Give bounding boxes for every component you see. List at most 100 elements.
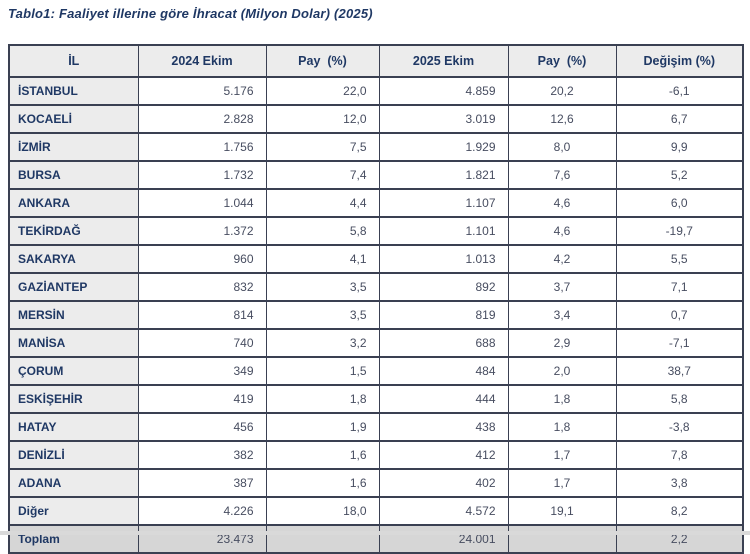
pay-2025-cell: 4,6 xyxy=(507,216,617,246)
change-cell: 7,1 xyxy=(615,272,744,302)
table-row: MERSİN 814 3,5 819 3,4 0,7 xyxy=(8,300,744,330)
pay-2025-cell: 1,8 xyxy=(507,412,617,442)
pay-2024-cell: 3,5 xyxy=(265,272,380,302)
value-2025-cell: 3.019 xyxy=(378,104,509,134)
change-cell: 5,8 xyxy=(615,384,744,414)
pay-2024-cell: 3,2 xyxy=(265,328,380,358)
pay-2025-cell: 4,2 xyxy=(507,244,617,274)
value-2025-cell: 892 xyxy=(378,272,509,302)
value-2024-cell: 456 xyxy=(137,412,267,442)
value-2024-cell: 814 xyxy=(137,300,267,330)
pay-2024-cell: 1,9 xyxy=(265,412,380,442)
province-cell: MANİSA xyxy=(8,328,139,358)
change-cell: -6,1 xyxy=(615,76,744,106)
change-cell: 3,8 xyxy=(615,468,744,498)
province-cell: Diğer xyxy=(8,496,139,526)
table-row: MANİSA 740 3,2 688 2,9 -7,1 xyxy=(8,328,744,358)
pay-2024-cell: 7,5 xyxy=(265,132,380,162)
column-header-2025-ekim: 2025 Ekim xyxy=(378,44,509,78)
value-2025-cell: 819 xyxy=(378,300,509,330)
value-2024-cell: 349 xyxy=(137,356,267,386)
table-row: ESKİŞEHİR 419 1,8 444 1,8 5,8 xyxy=(8,384,744,414)
value-2025-cell: 1.821 xyxy=(378,160,509,190)
value-2025-cell: 1.013 xyxy=(378,244,509,274)
change-cell: 9,9 xyxy=(615,132,744,162)
pay-2024-cell xyxy=(265,524,380,554)
value-2025-cell: 1.107 xyxy=(378,188,509,218)
pay-2024-cell: 1,8 xyxy=(265,384,380,414)
value-2025-cell: 4.859 xyxy=(378,76,509,106)
change-cell: 38,7 xyxy=(615,356,744,386)
table-row: SAKARYA 960 4,1 1.013 4,2 5,5 xyxy=(8,244,744,274)
pay-2024-cell: 1,5 xyxy=(265,356,380,386)
value-2025-cell: 484 xyxy=(378,356,509,386)
pay-2024-cell: 4,4 xyxy=(265,188,380,218)
table-row: Diğer 4.226 18,0 4.572 19,1 8,2 xyxy=(8,496,744,526)
province-cell: ÇORUM xyxy=(8,356,139,386)
table-row: HATAY 456 1,9 438 1,8 -3,8 xyxy=(8,412,744,442)
table-row: KOCAELİ 2.828 12,0 3.019 12,6 6,7 xyxy=(8,104,744,134)
value-2024-cell: 1.044 xyxy=(137,188,267,218)
pay-2025-cell: 2,9 xyxy=(507,328,617,358)
change-cell: 0,7 xyxy=(615,300,744,330)
table-row: GAZİANTEP 832 3,5 892 3,7 7,1 xyxy=(8,272,744,302)
province-cell: TEKİRDAĞ xyxy=(8,216,139,246)
pay-2025-cell: 1,7 xyxy=(507,468,617,498)
change-cell: 5,5 xyxy=(615,244,744,274)
province-cell: İSTANBUL xyxy=(8,76,139,106)
pay-2025-cell: 3,7 xyxy=(507,272,617,302)
total-row: Toplam 23.473 24.001 2,2 xyxy=(8,524,744,554)
change-cell: 8,2 xyxy=(615,496,744,526)
province-cell: MERSİN xyxy=(8,300,139,330)
value-2024-cell: 832 xyxy=(137,272,267,302)
pay-2024-cell: 1,6 xyxy=(265,468,380,498)
pay-2024-cell: 18,0 xyxy=(265,496,380,526)
value-2025-cell: 1.101 xyxy=(378,216,509,246)
pay-2025-cell: 4,6 xyxy=(507,188,617,218)
pay-2025-cell: 1,8 xyxy=(507,384,617,414)
pay-2025-cell: 2,0 xyxy=(507,356,617,386)
value-2024-cell: 419 xyxy=(137,384,267,414)
table-row: ADANA 387 1,6 402 1,7 3,8 xyxy=(8,468,744,498)
change-cell: 7,8 xyxy=(615,440,744,470)
value-2025-cell: 688 xyxy=(378,328,509,358)
value-2024-cell: 2.828 xyxy=(137,104,267,134)
table-row: BURSA 1.732 7,4 1.821 7,6 5,2 xyxy=(8,160,744,190)
change-cell: 2,2 xyxy=(615,524,744,554)
value-2025-cell: 24.001 xyxy=(378,524,509,554)
table-row: ANKARA 1.044 4,4 1.107 4,6 6,0 xyxy=(8,188,744,218)
table-row: İSTANBUL 5.176 22,0 4.859 20,2 -6,1 xyxy=(8,76,744,106)
value-2025-cell: 444 xyxy=(378,384,509,414)
pay-2024-cell: 5,8 xyxy=(265,216,380,246)
value-2024-cell: 740 xyxy=(137,328,267,358)
table-row: DENİZLİ 382 1,6 412 1,7 7,8 xyxy=(8,440,744,470)
province-cell: Toplam xyxy=(8,524,139,554)
pay-2025-cell: 8,0 xyxy=(507,132,617,162)
pay-2025-cell xyxy=(507,524,617,554)
column-header-il: İL xyxy=(8,44,139,78)
value-2025-cell: 438 xyxy=(378,412,509,442)
pay-2024-cell: 12,0 xyxy=(265,104,380,134)
value-2024-cell: 960 xyxy=(137,244,267,274)
change-cell: 5,2 xyxy=(615,160,744,190)
province-cell: HATAY xyxy=(8,412,139,442)
table-row: İZMİR 1.756 7,5 1.929 8,0 9,9 xyxy=(8,132,744,162)
export-by-province-table: İL 2024 Ekim Pay (%) 2025 Ekim Pay (%) D… xyxy=(8,44,744,554)
table-row: ÇORUM 349 1,5 484 2,0 38,7 xyxy=(8,356,744,386)
value-2025-cell: 402 xyxy=(378,468,509,498)
value-2024-cell: 1.372 xyxy=(137,216,267,246)
province-cell: ESKİŞEHİR xyxy=(8,384,139,414)
header-row: İL 2024 Ekim Pay (%) 2025 Ekim Pay (%) D… xyxy=(8,44,744,78)
pay-2025-cell: 12,6 xyxy=(507,104,617,134)
change-cell: -3,8 xyxy=(615,412,744,442)
value-2025-cell: 412 xyxy=(378,440,509,470)
pay-2025-cell: 19,1 xyxy=(507,496,617,526)
value-2024-cell: 387 xyxy=(137,468,267,498)
province-cell: KOCAELİ xyxy=(8,104,139,134)
change-cell: -19,7 xyxy=(615,216,744,246)
column-header-pay-2024: Pay (%) xyxy=(265,44,380,78)
province-cell: DENİZLİ xyxy=(8,440,139,470)
value-2024-cell: 5.176 xyxy=(137,76,267,106)
table-row: TEKİRDAĞ 1.372 5,8 1.101 4,6 -19,7 xyxy=(8,216,744,246)
change-cell: 6,0 xyxy=(615,188,744,218)
